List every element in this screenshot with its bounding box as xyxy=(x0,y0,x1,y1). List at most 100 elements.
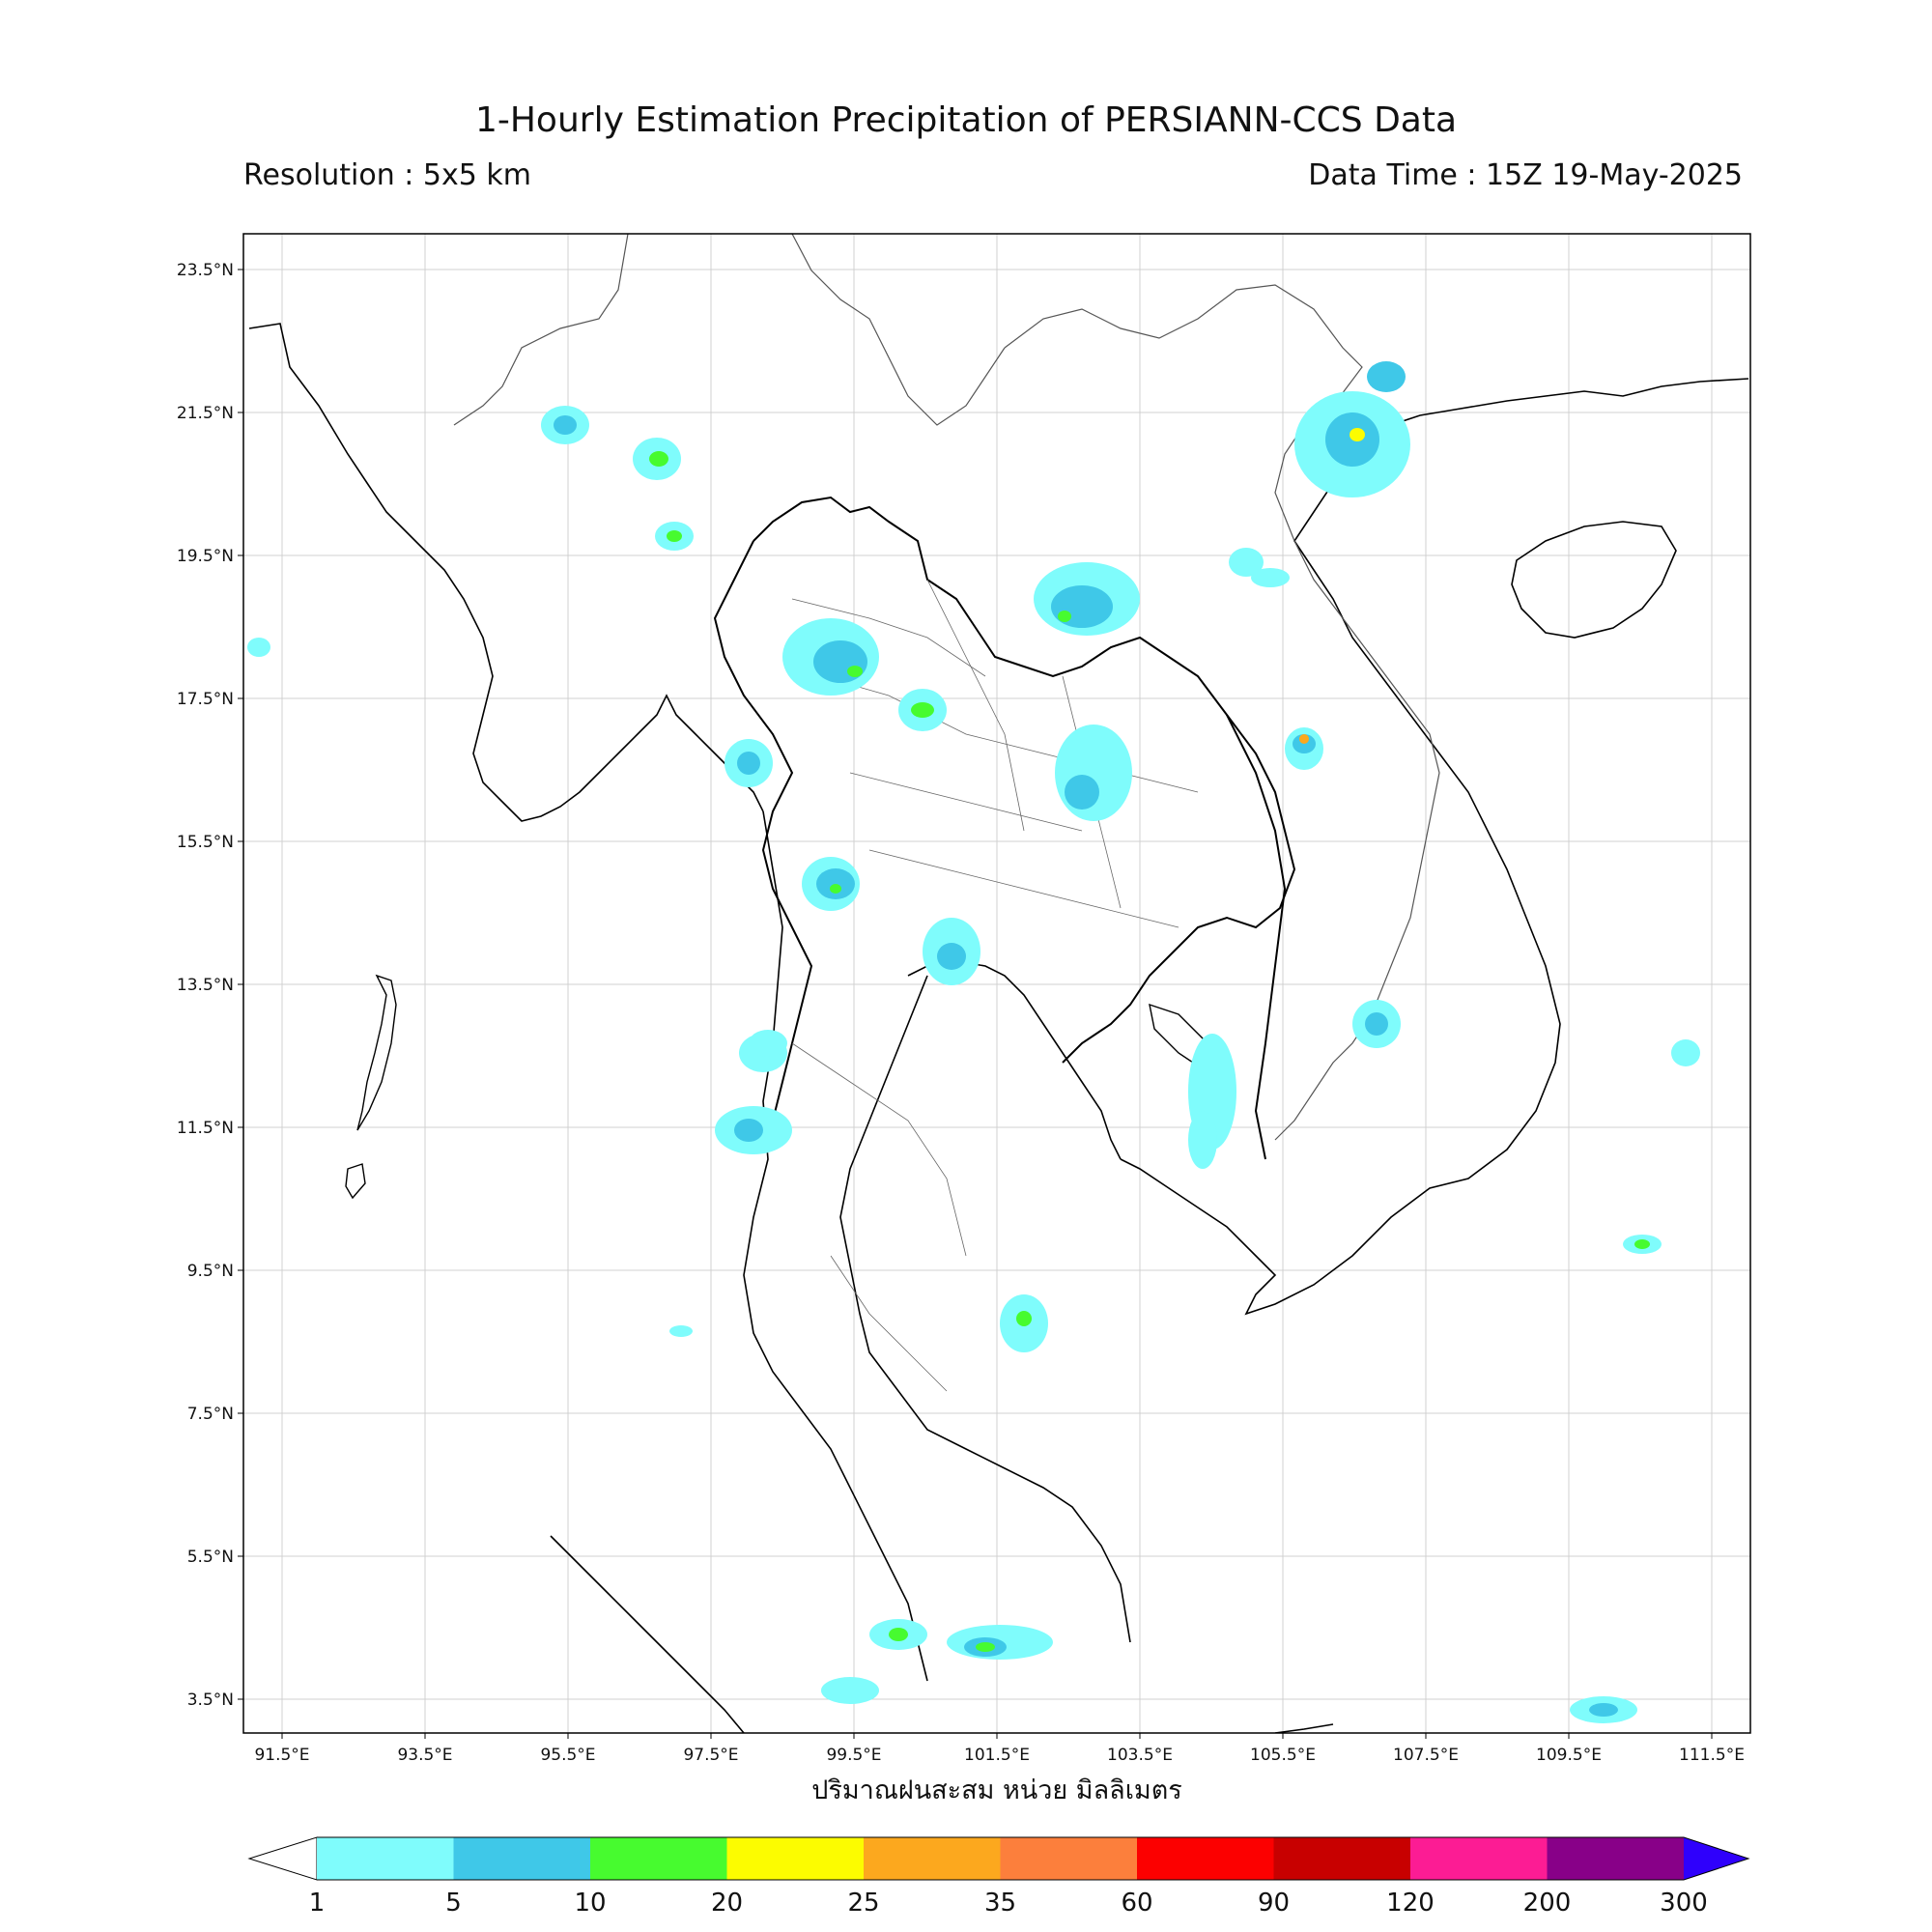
rain-cell xyxy=(554,415,577,435)
thailand-border xyxy=(753,496,1296,1064)
rain-cell xyxy=(1350,428,1365,441)
colorbar-segment xyxy=(864,1837,1001,1880)
rain-cell xyxy=(1055,724,1132,821)
lat-tick-label: 7.5°N xyxy=(187,1405,234,1424)
rain-cell xyxy=(749,1030,787,1057)
colorbar-tick-label: 25 xyxy=(847,1889,879,1918)
unit-label: ปริมาณฝนสะสม หน่วย มิลลิเมตร xyxy=(811,1776,1182,1805)
rain-cell xyxy=(1016,1311,1032,1326)
map-title: 1-Hourly Estimation Precipitation of PER… xyxy=(474,100,1458,140)
rain-cell xyxy=(1065,775,1099,810)
colorbar-tick-label: 60 xyxy=(1121,1889,1152,1918)
lon-tick-label: 111.5°E xyxy=(1679,1746,1745,1765)
colorbar-outline xyxy=(317,1836,1750,1881)
rain-cell xyxy=(247,638,270,657)
colorbar-segment xyxy=(453,1837,591,1880)
map-geography xyxy=(248,234,1749,1733)
rain-cell xyxy=(889,1628,908,1641)
resolution-label: Resolution : 5x5 km xyxy=(243,158,531,192)
borneo-coastline xyxy=(1274,1723,1334,1733)
lon-tick-label: 101.5°E xyxy=(964,1746,1030,1765)
lat-tick-label: 19.5°N xyxy=(177,547,234,566)
rain-cell xyxy=(669,1325,693,1337)
colorbar-tick-label: 10 xyxy=(574,1889,606,1918)
myanmar-laos-border xyxy=(791,234,1006,426)
rain-cell xyxy=(1299,734,1309,744)
rain-cell xyxy=(976,1642,995,1652)
lon-tick-label: 93.5°E xyxy=(397,1746,452,1765)
colorbar-segment xyxy=(1137,1837,1274,1880)
colorbar-tick-label: 90 xyxy=(1258,1889,1290,1918)
lon-tick-label: 109.5°E xyxy=(1536,1746,1602,1765)
myanmar-coastline xyxy=(248,323,764,822)
rain-cell xyxy=(1589,1703,1618,1717)
rainfall-overlay xyxy=(247,361,1700,1723)
rain-cell xyxy=(1365,1012,1388,1036)
colorbar-tick-label: 300 xyxy=(1660,1889,1708,1918)
colorbar-over-arrow xyxy=(1684,1837,1748,1880)
rain-cell xyxy=(821,1677,879,1704)
rain-cell xyxy=(911,702,934,718)
colorbar-tick-label: 1 xyxy=(309,1889,326,1918)
gulf-coastline xyxy=(839,975,1131,1643)
thailand-west-border xyxy=(713,540,813,1122)
gulf-head xyxy=(907,960,1122,1160)
rain-cell xyxy=(1671,1039,1700,1066)
latitude-labels: 23.5°N 21.5°N 19.5°N 17.5°N 15.5°N 13.5°N 11.5… xyxy=(177,261,243,1710)
longitude-labels: 91.5°E 93.5°E 95.5°E 97.5°E 99.5°E 101.5°E 103… xyxy=(254,1733,1745,1765)
colorbar-segment xyxy=(317,1837,454,1880)
colorbar-segment xyxy=(590,1837,727,1880)
sumatra-coastline xyxy=(550,1535,745,1733)
rain-cell xyxy=(1058,611,1071,622)
colorbar-segment xyxy=(1000,1837,1138,1880)
colorbar-segment xyxy=(1410,1837,1548,1880)
rain-cell xyxy=(1367,361,1406,392)
lat-tick-label: 13.5°N xyxy=(177,976,234,995)
colorbar: 1 5 10 20 25 35 60 90 120 200 300 xyxy=(247,1836,1750,1918)
rain-cell xyxy=(649,451,668,467)
rain-cell xyxy=(1634,1239,1650,1249)
lat-tick-label: 3.5°N xyxy=(187,1690,234,1710)
province-lines xyxy=(791,579,1199,1392)
lon-tick-label: 107.5°E xyxy=(1393,1746,1459,1765)
rain-cell xyxy=(667,530,682,542)
lat-tick-label: 17.5°N xyxy=(177,690,234,709)
colorbar-under-arrow xyxy=(247,1836,318,1881)
mekong-river xyxy=(1226,714,1287,1160)
colorbar-tick-label: 20 xyxy=(711,1889,743,1918)
colorbar-segment xyxy=(1547,1837,1685,1880)
lat-tick-label: 9.5°N xyxy=(187,1262,234,1281)
lon-tick-label: 97.5°E xyxy=(683,1746,738,1765)
nicobar-island xyxy=(345,1163,366,1200)
lat-tick-label: 5.5°N xyxy=(187,1548,234,1567)
colorbar-segment xyxy=(1273,1837,1411,1880)
colorbar-segment xyxy=(726,1837,865,1880)
rain-cell xyxy=(813,640,867,683)
rain-cell xyxy=(1188,1111,1217,1169)
lon-tick-label: 105.5°E xyxy=(1250,1746,1316,1765)
lat-tick-label: 15.5°N xyxy=(177,833,234,852)
lat-tick-label: 11.5°N xyxy=(177,1119,234,1138)
myanmar-china-border xyxy=(453,234,629,426)
lon-tick-label: 99.5°E xyxy=(826,1746,881,1765)
rain-cell xyxy=(1051,585,1113,628)
rain-cell xyxy=(847,666,863,677)
lon-tick-label: 103.5°E xyxy=(1107,1746,1173,1765)
andaman-islands xyxy=(356,974,397,1131)
rain-cell xyxy=(830,884,841,894)
map-gridlines xyxy=(243,234,1750,1733)
lat-tick-label: 21.5°N xyxy=(177,404,234,423)
malay-peninsula-coastline xyxy=(743,810,928,1682)
colorbar-tick-label: 200 xyxy=(1523,1889,1572,1918)
lon-tick-label: 95.5°E xyxy=(540,1746,595,1765)
rain-cell xyxy=(937,943,966,970)
data-time-label: Data Time : 15Z 19-May-2025 xyxy=(1308,158,1743,192)
rain-cell xyxy=(1229,548,1264,577)
rain-cell xyxy=(737,752,760,775)
lat-tick-label: 23.5°N xyxy=(177,261,234,280)
colorbar-tick-label: 120 xyxy=(1386,1889,1435,1918)
colorbar-tick-label: 5 xyxy=(445,1889,462,1918)
lon-tick-label: 91.5°E xyxy=(254,1746,309,1765)
hainan-island xyxy=(1511,521,1677,639)
